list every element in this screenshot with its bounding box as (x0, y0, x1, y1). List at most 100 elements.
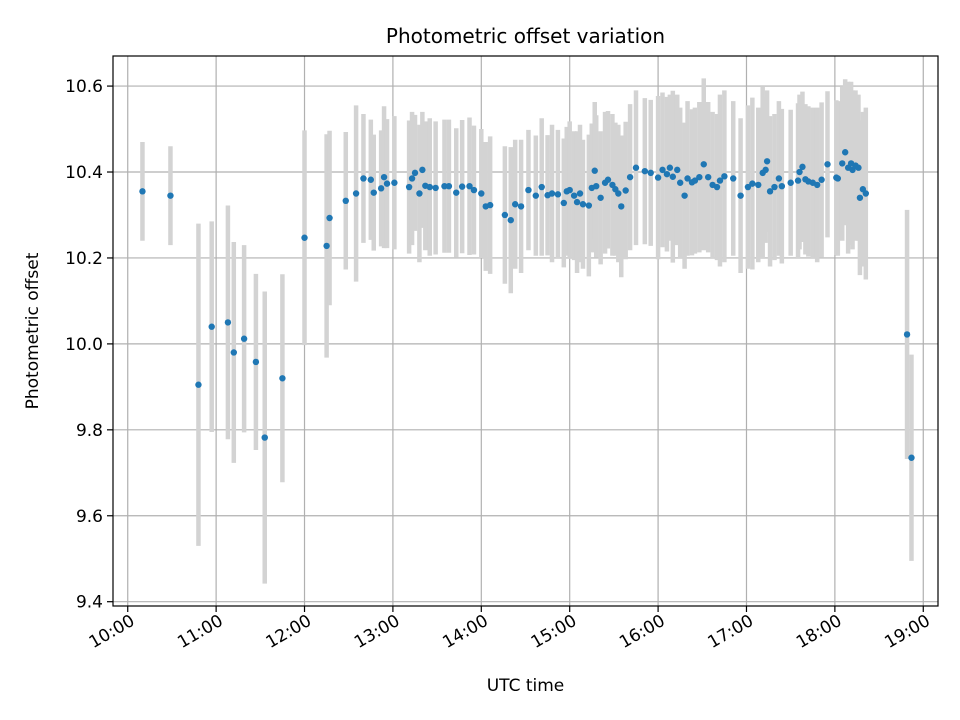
y-tick-label: 10.0 (65, 335, 103, 355)
data-point (411, 169, 419, 177)
data-point (749, 180, 756, 187)
data-point (666, 164, 674, 171)
data-point (525, 186, 532, 194)
y-tick-label: 10.4 (65, 163, 103, 183)
data-point (566, 186, 573, 194)
data-point (458, 183, 466, 190)
data-point (744, 183, 752, 191)
y-tick-label: 9.6 (76, 507, 103, 527)
data-point (548, 190, 556, 197)
data-points (139, 149, 915, 461)
data-point (721, 173, 728, 180)
data-point (486, 201, 494, 209)
data-point (532, 192, 540, 199)
data-point (763, 158, 771, 165)
data-point (841, 149, 849, 156)
data-point (778, 182, 786, 190)
data-point (252, 358, 260, 366)
data-point (224, 319, 232, 326)
data-point (230, 349, 238, 356)
data-point (775, 175, 783, 182)
data-point (408, 175, 416, 182)
data-point (416, 190, 423, 197)
data-point (654, 174, 662, 181)
data-point (787, 179, 794, 186)
data-point (615, 190, 622, 197)
data-point (691, 177, 699, 184)
data-point (511, 201, 519, 208)
data-point (576, 190, 584, 197)
data-point (794, 177, 802, 184)
data-point (618, 203, 625, 210)
data-point (659, 166, 666, 174)
x-axis-label: UTC time (487, 676, 565, 696)
data-point (663, 170, 671, 178)
y-tick-label: 10.2 (65, 249, 103, 269)
data-point (818, 176, 825, 183)
data-point (573, 198, 581, 206)
data-point (466, 182, 473, 190)
data-point (352, 190, 360, 197)
data-point (647, 169, 654, 177)
data-point (855, 164, 862, 171)
plot-frame (112, 55, 939, 607)
data-point (796, 168, 803, 176)
data-point (470, 186, 478, 194)
data-point (908, 454, 915, 461)
data-point (570, 192, 578, 199)
data-point (856, 194, 864, 201)
data-point (240, 335, 248, 342)
data-point (591, 167, 598, 174)
data-point (585, 202, 593, 209)
data-point (771, 183, 778, 191)
data-point (579, 201, 587, 208)
y-tick-label: 9.4 (76, 593, 103, 613)
data-point (261, 434, 268, 441)
data-point (323, 242, 330, 250)
data-point (383, 180, 391, 187)
data-point (669, 173, 677, 180)
data-point (597, 194, 604, 201)
data-point (813, 181, 821, 189)
data-point (370, 189, 377, 196)
data-point (301, 234, 308, 241)
data-point (538, 183, 545, 191)
data-point (681, 192, 688, 199)
data-point (342, 197, 349, 205)
data-point (507, 216, 514, 224)
data-point (622, 187, 629, 194)
y-tick-label: 9.8 (76, 421, 103, 441)
data-point (279, 375, 286, 382)
data-point (445, 182, 453, 190)
data-point (478, 190, 485, 197)
data-point (799, 163, 806, 171)
chart-title: Photometric offset variation (386, 24, 665, 48)
data-point (674, 166, 681, 174)
data-point (632, 164, 640, 171)
data-point (195, 381, 202, 388)
data-point (737, 192, 744, 199)
data-point (326, 214, 333, 222)
data-point (766, 188, 774, 195)
data-point (716, 177, 724, 184)
data-point (839, 160, 846, 167)
data-point (501, 211, 509, 219)
data-point (684, 175, 691, 182)
data-point (167, 192, 174, 199)
data-point (391, 179, 398, 186)
data-point (139, 188, 146, 195)
data-point (360, 175, 367, 182)
data-point (367, 176, 375, 183)
data-point (862, 190, 870, 197)
data-point (755, 181, 762, 189)
data-point (517, 203, 525, 210)
data-point (405, 183, 413, 191)
data-point (696, 173, 703, 181)
data-point (626, 173, 634, 181)
data-point (554, 191, 562, 198)
y-axis-ticks: 9.4 9.6 9.8 10.0 10.2 10.4 10.6 (65, 77, 113, 613)
data-point (824, 161, 831, 168)
data-point (208, 323, 215, 330)
data-point (834, 175, 842, 182)
data-point (700, 161, 707, 168)
